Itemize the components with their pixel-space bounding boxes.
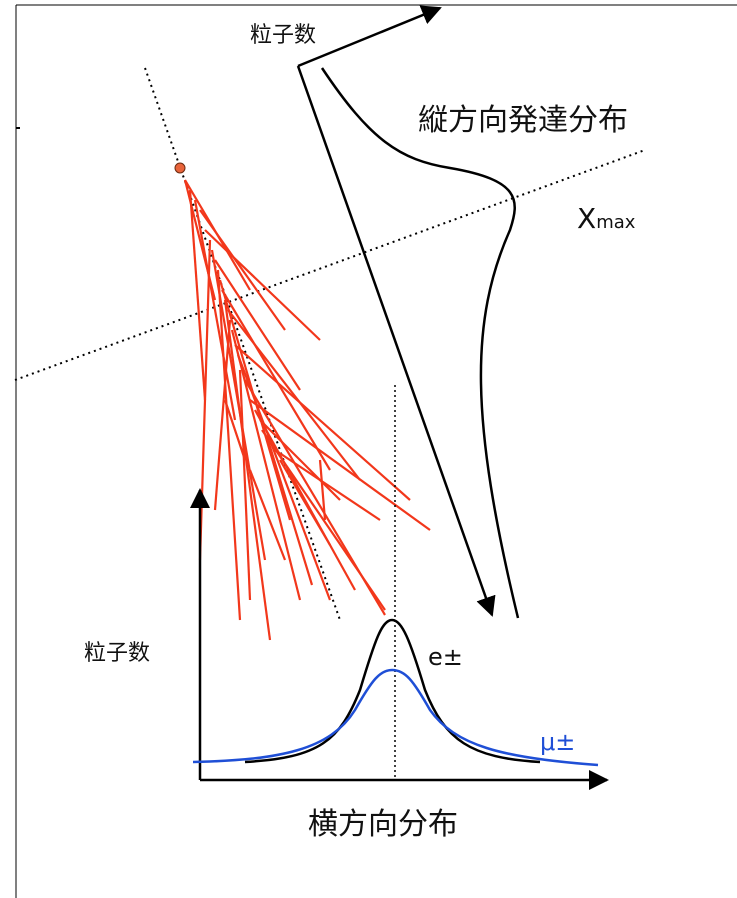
xmax-base: X [577,202,596,235]
xmax-label: Xmax [577,202,636,235]
lateral-label: 横方向分布 [308,807,458,842]
shower-particles [185,180,430,640]
top-axis-label: 粒子数 [250,23,316,48]
left-axis-label: 粒子数 [84,641,150,666]
longitudinal-label: 縦方向発達分布 [418,103,628,138]
diagram: 粒子数 縦方向発達分布 Xmax 粒子数 e± μ± 横方向分布 [0,0,737,898]
primary-particle [175,163,185,173]
xmax-sub: max [596,212,636,233]
muon-label: μ± [540,728,575,756]
shower-axis [145,68,340,620]
electron-curve [245,620,540,762]
longitudinal-curve [322,68,518,618]
particle-count-axis [298,8,440,66]
electron-label: e± [428,643,463,671]
page: 粒子数 縦方向発達分布 Xmax 粒子数 e± μ± 横方向分布 (() => … [0,0,737,898]
xmax-line [15,150,645,380]
